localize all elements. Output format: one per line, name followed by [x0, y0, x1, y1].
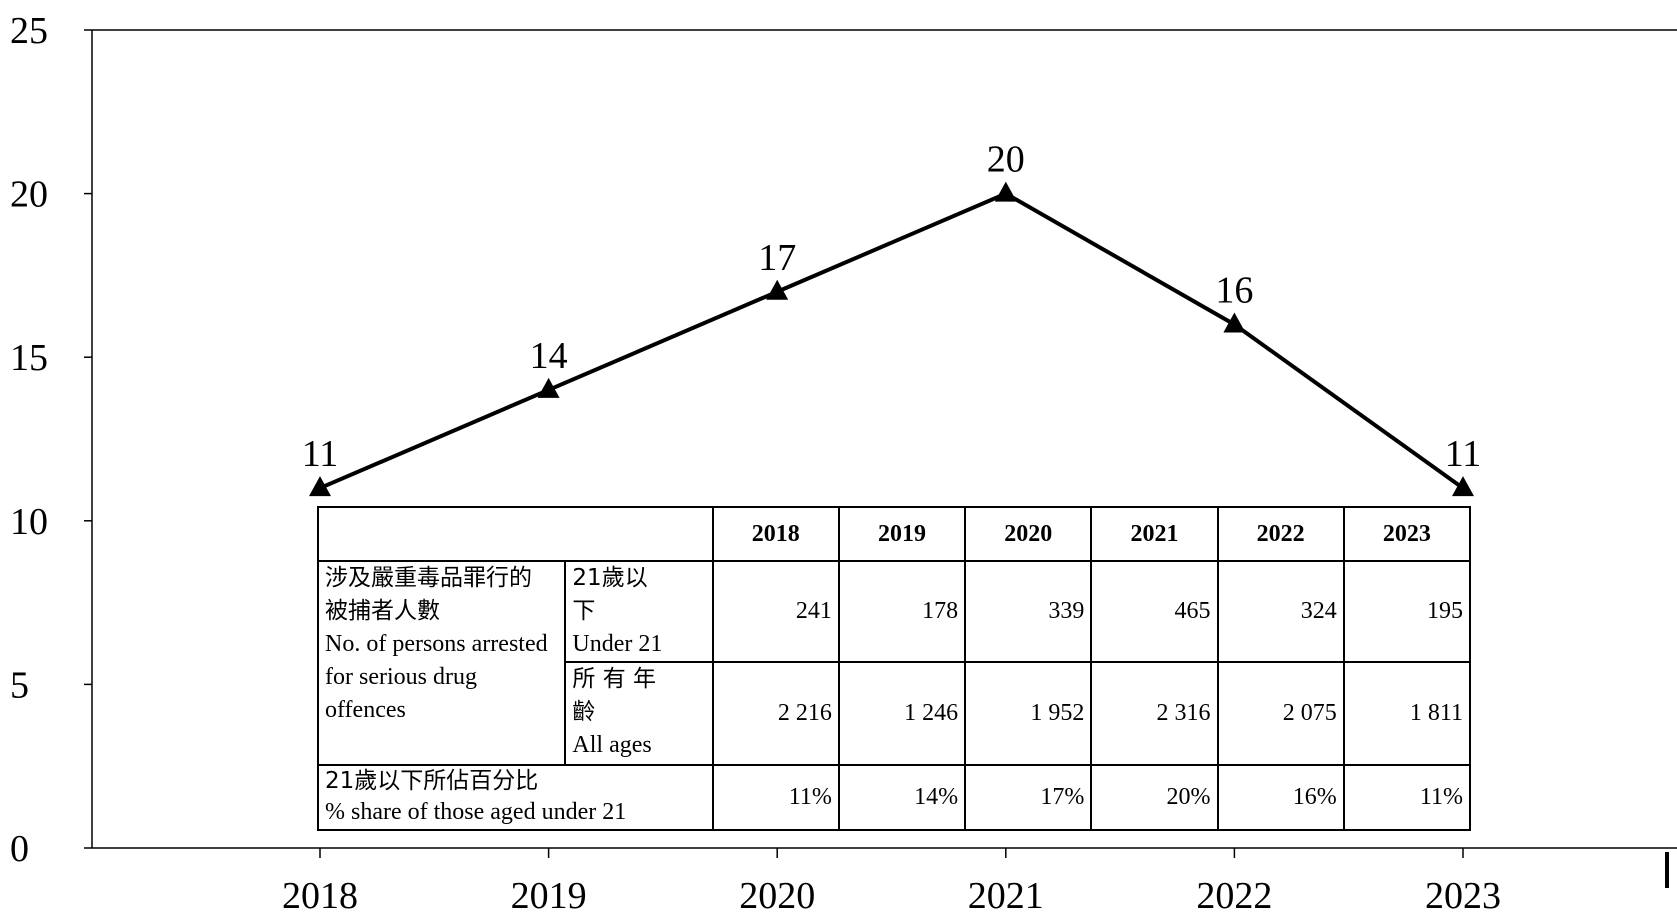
table-cell: 339: [964, 560, 1093, 663]
table-cell: 16%: [1216, 764, 1345, 831]
arrested-persons-label: 涉及嚴重毒品罪行的被捕者人數 No. of persons arrested f…: [316, 560, 567, 766]
series-line: [319, 191, 1465, 490]
data-label: 14: [530, 335, 568, 377]
under-21-label-en: Under 21: [572, 631, 663, 657]
table-header-year: 2021: [1090, 506, 1219, 562]
triangle-marker: [537, 377, 560, 398]
triangle-marker: [309, 476, 331, 497]
table-cell: 14%: [837, 764, 967, 831]
table-cell: 11%: [711, 764, 840, 831]
table-row-all-ages: 所 有 年 齡 All ages 2 216 1 246 1 952 2 316…: [318, 661, 1472, 766]
table-cell: 324: [1216, 560, 1345, 663]
table-header-row: 2018 2019 2020 2021 2022 2023: [317, 506, 1472, 562]
table-header-year: 2019: [837, 506, 967, 562]
y-tick-label: 20: [10, 174, 48, 216]
table-cell: 241: [711, 560, 840, 663]
x-tick-label: 2018: [282, 875, 358, 913]
triangle-marker: [1223, 312, 1246, 333]
x-axis-ticks: 2018 2019 2020 2021 2022 2023: [282, 848, 1501, 913]
table-cell: 195: [1342, 560, 1472, 663]
under-21-label: 21歲以下 Under 21: [564, 560, 714, 663]
x-tick-label: 2021: [968, 875, 1044, 913]
table-header-year: 2023: [1342, 506, 1472, 562]
x-tick-label: 2022: [1196, 875, 1272, 913]
x-tick-label: 2019: [511, 875, 587, 913]
chart-axes: [91, 29, 1677, 849]
data-labels: 11 14 17 20 16 11: [302, 139, 1482, 475]
y-tick-label: 25: [10, 10, 48, 52]
data-label: 11: [302, 433, 339, 475]
under-21-label-zh: 21歲以下: [572, 565, 648, 624]
table-header-year: 2020: [964, 506, 1093, 562]
data-table: 2018 2019 2020 2021 2022 2023 涉及嚴重毒品罪行的被…: [316, 506, 1472, 831]
table-cell: 1 952: [964, 661, 1093, 766]
table-cell: 20%: [1090, 764, 1219, 831]
table-cell: 465: [1090, 560, 1219, 663]
table-cell: 2 316: [1090, 661, 1219, 766]
series-line-path: [319, 191, 1465, 490]
table-cell: 17%: [964, 764, 1093, 831]
data-label: 11: [1445, 433, 1482, 475]
table-corner-cell: [317, 506, 714, 562]
series-markers: [309, 181, 1474, 497]
y-tick-label: 5: [10, 664, 29, 706]
table-header-year: 2022: [1216, 506, 1345, 562]
arrested-persons-label-en: No. of persons arrested for serious drug…: [325, 631, 548, 723]
table-cell: 2 075: [1216, 661, 1345, 766]
all-ages-label: 所 有 年 齡 All ages: [564, 661, 714, 766]
triangle-marker: [1452, 476, 1474, 497]
percent-share-label: 21歲以下所佔百分比 % share of those aged under 2…: [317, 764, 714, 831]
table-cell: 1 811: [1342, 661, 1472, 766]
y-tick-label: 10: [10, 501, 48, 543]
all-ages-label-zh: 所 有 年 齡: [572, 666, 657, 725]
data-label: 20: [987, 139, 1025, 181]
table-row-under-21: 涉及嚴重毒品罪行的被捕者人數 No. of persons arrested f…: [316, 560, 1472, 766]
table-row-percent-share: 21歲以下所佔百分比 % share of those aged under 2…: [317, 764, 1472, 831]
y-axis-ticks: 0 5 10 15 20 25: [10, 10, 92, 870]
x-tick-label: 2023: [1425, 875, 1501, 913]
percent-share-label-zh: 21歲以下所佔百分比: [325, 768, 539, 794]
arrested-persons-label-zh: 涉及嚴重毒品罪行的被捕者人數: [325, 565, 532, 624]
table-header-year: 2018: [711, 506, 840, 562]
table-cell: 1 246: [837, 661, 967, 766]
triangle-marker: [766, 279, 789, 300]
table-cell: 11%: [1342, 764, 1472, 831]
table-cell: 2 216: [711, 661, 840, 766]
triangle-marker: [994, 181, 1017, 202]
y-tick-label: 15: [10, 337, 48, 379]
data-label: 16: [1215, 269, 1253, 311]
cropped-edge-mark: [1665, 852, 1669, 888]
x-tick-label: 2020: [739, 875, 815, 913]
percent-share-label-en: % share of those aged under 21: [325, 799, 627, 825]
table-cell: 178: [837, 560, 967, 663]
all-ages-label-en: All ages: [572, 732, 652, 758]
data-label: 17: [758, 237, 796, 279]
y-tick-label: 0: [10, 828, 29, 870]
